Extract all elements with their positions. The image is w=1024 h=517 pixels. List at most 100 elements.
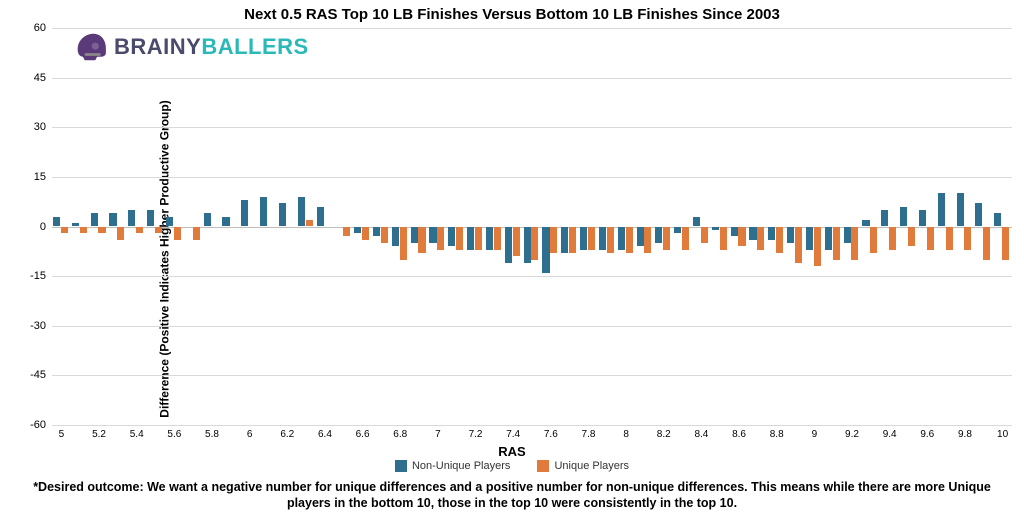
- bar-group: [956, 28, 973, 425]
- bar-non-unique: [768, 227, 775, 240]
- bar-unique: [776, 227, 783, 253]
- bar-non-unique: [637, 227, 644, 247]
- bar-non-unique: [881, 210, 888, 227]
- bar-unique: [437, 227, 444, 250]
- y-tick-label: -60: [30, 419, 46, 431]
- x-tick-label: 9.2: [845, 429, 859, 440]
- y-tick-label: 60: [34, 22, 46, 34]
- legend-swatch-a: [395, 460, 407, 472]
- x-tick-label: 7.2: [469, 429, 483, 440]
- bar-non-unique: [109, 213, 116, 226]
- bar-group: [861, 28, 878, 425]
- bar-non-unique: [429, 227, 436, 244]
- bar-group: [937, 28, 954, 425]
- bar-group: [993, 28, 1010, 425]
- bar-unique: [983, 227, 990, 260]
- bar-unique: [701, 227, 708, 244]
- x-tick-label: 5.4: [130, 429, 144, 440]
- bar-unique: [494, 227, 501, 250]
- bar-non-unique: [825, 227, 832, 250]
- y-tick-label: 45: [34, 72, 46, 84]
- bar-non-unique: [749, 227, 756, 240]
- x-tick-label: 6.8: [393, 429, 407, 440]
- bar-group: [90, 28, 107, 425]
- bar-non-unique: [128, 210, 135, 227]
- bar-unique: [174, 227, 181, 240]
- bar-unique: [343, 227, 350, 237]
- bar-group: [447, 28, 464, 425]
- bar-non-unique: [655, 227, 662, 244]
- bar-non-unique: [787, 227, 794, 244]
- bar-non-unique: [712, 227, 719, 230]
- bar-group: [428, 28, 445, 425]
- bar-non-unique: [505, 227, 512, 263]
- bar-group: [579, 28, 596, 425]
- bar-non-unique: [862, 220, 869, 227]
- bar-group: [485, 28, 502, 425]
- bar-group: [974, 28, 991, 425]
- bar-unique: [720, 227, 727, 250]
- bar-unique: [475, 227, 482, 250]
- bar-unique: [870, 227, 877, 253]
- gridline: [52, 425, 1012, 426]
- x-tick-label: 8: [623, 429, 629, 440]
- legend-item-non-unique: Non-Unique Players: [395, 460, 510, 472]
- bar-unique: [607, 227, 614, 253]
- bar-non-unique: [957, 193, 964, 226]
- plot-area: -60-45-30-1501530456055.25.45.65.866.26.…: [52, 28, 1012, 425]
- x-tick-label: 5: [59, 429, 65, 440]
- bar-group: [692, 28, 709, 425]
- bar-non-unique: [411, 227, 418, 244]
- bar-non-unique: [147, 210, 154, 227]
- x-tick-label: 5.6: [167, 429, 181, 440]
- bar-group: [617, 28, 634, 425]
- bar-non-unique: [542, 227, 549, 273]
- bar-group: [560, 28, 577, 425]
- bar-unique: [889, 227, 896, 250]
- bar-unique: [98, 227, 105, 234]
- y-tick-label: 30: [34, 121, 46, 133]
- bar-non-unique: [806, 227, 813, 250]
- x-tick-label: 5.8: [205, 429, 219, 440]
- y-tick-label: -30: [30, 320, 46, 332]
- legend: Non-Unique Players Unique Players: [0, 460, 1024, 475]
- bar-unique: [550, 227, 557, 253]
- bar-unique: [814, 227, 821, 267]
- y-tick-label: 0: [40, 221, 46, 233]
- bar-non-unique: [994, 213, 1001, 226]
- bar-unique: [927, 227, 934, 250]
- bar-group: [334, 28, 351, 425]
- bar-group: [880, 28, 897, 425]
- legend-swatch-b: [537, 460, 549, 472]
- bar-group: [146, 28, 163, 425]
- bar-group: [316, 28, 333, 425]
- bar-unique: [400, 227, 407, 260]
- bar-unique: [946, 227, 953, 250]
- footnote: *Desired outcome: We want a negative num…: [20, 479, 1004, 512]
- bar-non-unique: [241, 200, 248, 226]
- x-tick-label: 9: [812, 429, 818, 440]
- bar-non-unique: [392, 227, 399, 247]
- bar-non-unique: [373, 227, 380, 237]
- x-axis-label: RAS: [0, 444, 1024, 459]
- bar-non-unique: [91, 213, 98, 226]
- bar-group: [824, 28, 841, 425]
- y-tick-label: 15: [34, 171, 46, 183]
- bar-group: [711, 28, 728, 425]
- bar-group: [240, 28, 257, 425]
- bar-unique: [1002, 227, 1009, 260]
- x-tick-label: 6.2: [280, 429, 294, 440]
- x-tick-label: 6: [247, 429, 253, 440]
- bar-group: [108, 28, 125, 425]
- x-tick-label: 8.2: [657, 429, 671, 440]
- bar-group: [899, 28, 916, 425]
- bar-unique: [795, 227, 802, 263]
- bar-group: [259, 28, 276, 425]
- bar-unique: [644, 227, 651, 253]
- bar-non-unique: [844, 227, 851, 244]
- bar-non-unique: [53, 217, 60, 227]
- x-tick-label: 9.6: [920, 429, 934, 440]
- bar-non-unique: [166, 217, 173, 227]
- bar-non-unique: [317, 207, 324, 227]
- bar-group: [636, 28, 653, 425]
